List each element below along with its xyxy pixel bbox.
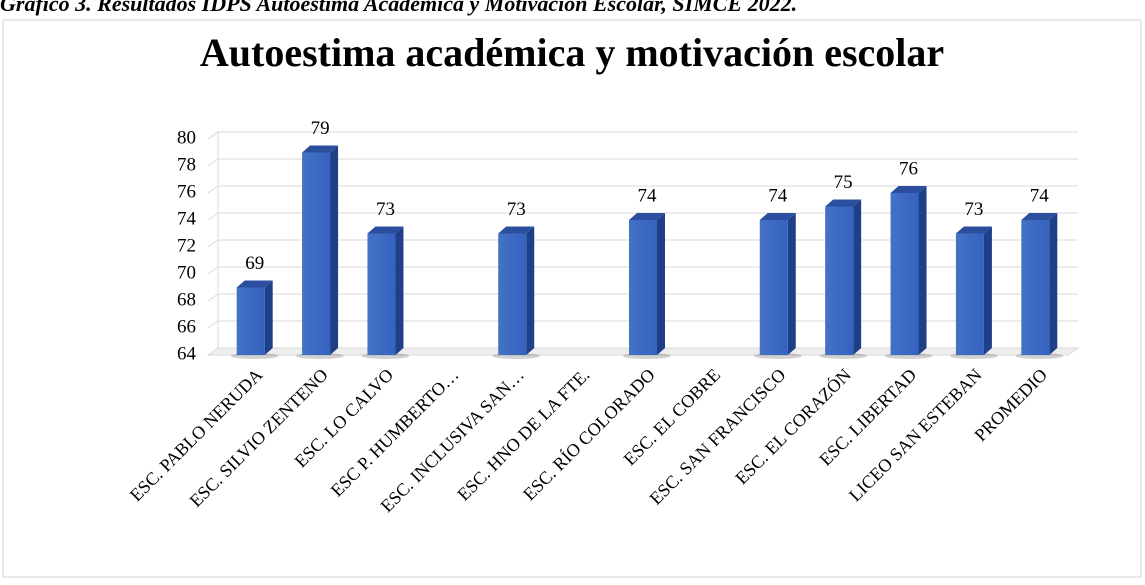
y-tick-label: 74	[177, 208, 197, 229]
y-tick-label: 70	[177, 262, 196, 283]
bar	[949, 226, 998, 359]
bar-front	[890, 193, 919, 355]
x-tick-label: ESC. RÍO COLORADO	[518, 364, 658, 504]
caption: Gráfico 3. Resultados IDPS Autoestima Ac…	[0, 0, 797, 16]
bar-side	[1049, 213, 1058, 355]
bar	[884, 186, 933, 359]
value-label: 74	[768, 185, 788, 206]
grid-line	[207, 131, 1078, 140]
bar	[753, 213, 802, 359]
bar-front	[629, 220, 657, 355]
x-tick-label: ESC. HNO DE LA FTE.	[453, 365, 593, 505]
bar-side	[787, 213, 796, 355]
chart-title: Autoestima académica y motivación escola…	[200, 30, 944, 75]
bar	[492, 226, 541, 359]
bar	[296, 145, 345, 359]
x-tick-label: ESC. EL CORAZÓN	[731, 364, 855, 488]
x-tick-label: LICEO SAN ESTEBAN	[845, 365, 986, 506]
value-label: 69	[245, 253, 264, 274]
value-label: 75	[834, 172, 853, 193]
chart-border	[2, 19, 1142, 578]
bar-top	[629, 213, 665, 220]
grid-line	[207, 158, 1078, 167]
bar-top	[759, 213, 796, 220]
bar-side	[330, 145, 339, 355]
y-tick-label: 80	[177, 127, 196, 148]
bar-side	[918, 186, 927, 355]
bar	[623, 213, 671, 359]
bar-top	[825, 199, 862, 207]
y-tick-label: 76	[177, 181, 196, 202]
bar	[1015, 213, 1064, 359]
bar-front	[302, 152, 331, 355]
bar-front	[367, 233, 396, 355]
bar-top	[498, 226, 535, 234]
y-tick-label: 78	[177, 154, 196, 175]
bar-side	[983, 226, 992, 355]
x-tick-label: ESC P. HUMBERTO…	[327, 365, 463, 501]
y-tick-label: 66	[177, 316, 196, 337]
bar	[819, 199, 868, 359]
x-tick-label: ESC. PABLO NERUDA	[126, 365, 267, 506]
value-label: 76	[899, 158, 918, 179]
bar-front	[955, 233, 984, 355]
value-label: 73	[507, 199, 526, 220]
bar-side	[264, 280, 273, 355]
bar-top	[1021, 213, 1058, 220]
bar-top	[236, 280, 273, 288]
bar-side	[853, 199, 862, 355]
bar-front	[825, 206, 854, 355]
bar-side	[657, 213, 665, 355]
bar-front	[759, 220, 788, 355]
value-label: 73	[376, 199, 395, 220]
bar	[361, 226, 410, 359]
y-tick-label: 72	[177, 235, 196, 256]
grid-line	[207, 185, 1078, 194]
value-label: 73	[964, 199, 983, 220]
bar-top	[302, 145, 339, 153]
bar-front	[236, 287, 265, 355]
bar-front	[1021, 220, 1050, 355]
bar-top	[955, 226, 992, 234]
value-label: 79	[311, 118, 330, 139]
y-tick-label: 64	[177, 343, 197, 364]
bar-front	[498, 233, 527, 355]
bar-top	[367, 226, 404, 234]
value-label: 74	[638, 185, 658, 206]
value-label: 74	[1030, 185, 1050, 206]
bar-top	[890, 186, 927, 193]
bar-side	[526, 226, 535, 355]
y-tick-label: 68	[177, 289, 196, 310]
bar-side	[395, 226, 404, 355]
bar	[230, 280, 279, 359]
